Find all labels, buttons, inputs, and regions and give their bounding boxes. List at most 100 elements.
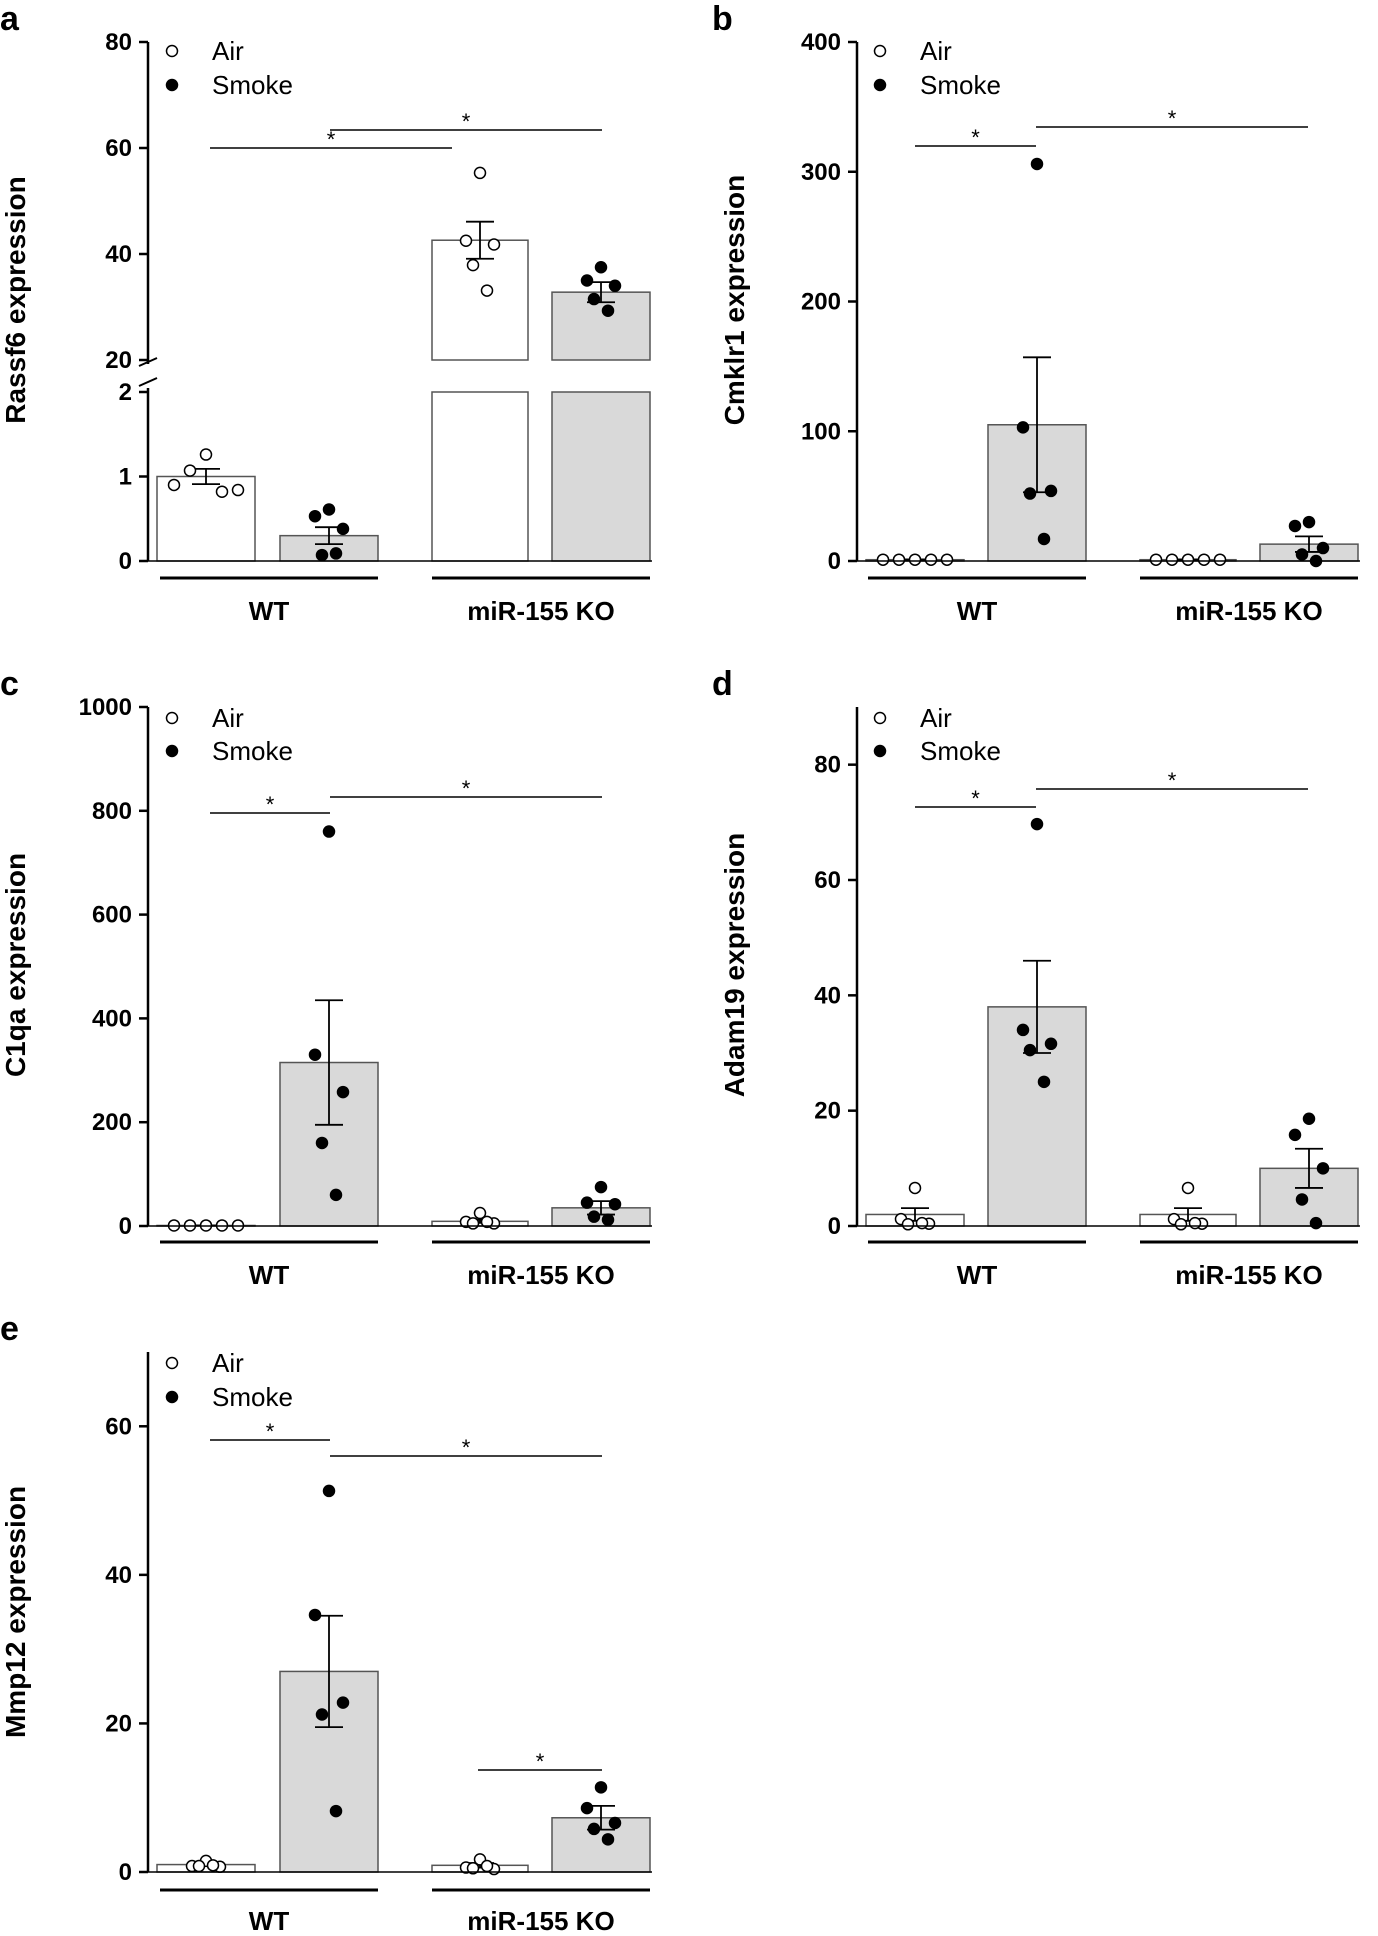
data-point-smoke xyxy=(580,1801,594,1815)
bar-smoke xyxy=(551,391,651,562)
data-point-smoke xyxy=(1295,548,1309,561)
data-point-smoke xyxy=(1302,1112,1316,1125)
data-point-air xyxy=(1181,553,1195,566)
data-point-smoke xyxy=(329,547,343,560)
data-point-smoke xyxy=(336,1085,350,1099)
data-point-air xyxy=(466,258,480,272)
data-point-smoke xyxy=(1030,817,1044,831)
data-point-air xyxy=(1174,1218,1188,1231)
data-point-air xyxy=(167,478,181,492)
legend-label-smoke: Smoke xyxy=(920,736,1001,766)
y-tick-label: 2 xyxy=(119,379,132,406)
data-point-smoke xyxy=(1288,519,1302,533)
data-point-smoke xyxy=(336,522,350,536)
data-point-smoke xyxy=(1023,487,1037,500)
y-tick-label: 60 xyxy=(105,135,132,162)
data-point-air xyxy=(473,1206,487,1220)
data-point-air xyxy=(901,1218,915,1231)
data-point-smoke xyxy=(315,1708,329,1721)
data-point-air xyxy=(473,166,487,180)
data-point-air xyxy=(480,1859,494,1873)
significance-star: * xyxy=(266,1419,275,1444)
group-label: WT xyxy=(249,1906,290,1936)
y-tick-label: 0 xyxy=(119,1213,132,1240)
data-point-smoke xyxy=(1030,157,1044,171)
data-point-smoke xyxy=(1044,1037,1058,1051)
data-point-air xyxy=(206,1859,220,1872)
y-axis-label: Mmp12 expression xyxy=(0,1486,31,1738)
y-axis-label: Cmklr1 expression xyxy=(719,175,750,426)
data-point-smoke xyxy=(329,1188,343,1202)
legend-marker-smoke xyxy=(165,744,179,758)
data-point-air xyxy=(915,1216,929,1230)
y-tick-label: 40 xyxy=(105,1562,132,1589)
group-label: miR-155 KO xyxy=(1175,596,1322,626)
data-point-smoke xyxy=(308,1048,322,1061)
data-point-smoke xyxy=(1316,1162,1330,1175)
y-tick-label: 600 xyxy=(92,902,132,929)
significance-star: * xyxy=(327,127,336,152)
group-label: miR-155 KO xyxy=(467,1260,614,1290)
y-axis-label: Adam19 expression xyxy=(719,833,750,1098)
data-point-smoke xyxy=(322,503,336,516)
axis-break-gap xyxy=(430,361,530,391)
data-point-smoke xyxy=(336,1696,350,1709)
data-point-smoke xyxy=(608,279,622,293)
data-point-smoke xyxy=(601,1833,615,1846)
legend-marker-smoke xyxy=(873,78,887,92)
data-point-air xyxy=(1149,553,1163,566)
significance-star: * xyxy=(971,786,980,811)
significance-star: * xyxy=(462,1435,471,1460)
y-tick-label: 0 xyxy=(828,1213,841,1240)
significance-star: * xyxy=(1168,106,1177,131)
group-label: WT xyxy=(957,1260,998,1290)
chart-panel-a: a Rassf6 expression 0 1 2 20 40 60 80 WT miR-155 K… xyxy=(0,0,652,626)
y-tick-label: 40 xyxy=(105,241,132,268)
panel-letter: e xyxy=(0,1310,19,1348)
legend-label-smoke: Smoke xyxy=(212,70,293,100)
legend-label-air: Air xyxy=(920,36,952,66)
y-tick-label: 400 xyxy=(801,29,841,56)
data-point-smoke xyxy=(594,1180,608,1194)
data-point-air xyxy=(215,485,229,498)
bar-smoke xyxy=(551,291,651,361)
legend-marker-air xyxy=(873,711,887,725)
y-tick-label: 80 xyxy=(814,752,841,779)
significance-star: * xyxy=(1168,768,1177,793)
y-tick-label: 1 xyxy=(119,464,132,491)
legend-label-air: Air xyxy=(212,703,244,733)
y-tick-label: 20 xyxy=(105,347,132,374)
legend-label-air: Air xyxy=(212,36,244,66)
y-tick-label: 200 xyxy=(92,1109,132,1136)
legend-label-smoke: Smoke xyxy=(920,70,1001,100)
y-tick-label: 200 xyxy=(801,289,841,316)
y-tick-label: 0 xyxy=(119,1859,132,1886)
chart-panel-d: d Adam19 expression 0 20 40 60 80 WT miR-155 KO A… xyxy=(712,665,1360,1290)
significance-star: * xyxy=(971,125,980,150)
chart-panel-c: c C1qa expression 0 200 400 600 800 1000 WT miR-1… xyxy=(0,665,652,1290)
group-label: WT xyxy=(249,1260,290,1290)
data-point-smoke xyxy=(587,1822,601,1836)
data-point-smoke xyxy=(308,509,322,523)
data-point-smoke xyxy=(1288,1128,1302,1142)
group-label: WT xyxy=(249,596,290,626)
data-point-smoke xyxy=(1037,532,1051,546)
data-point-smoke xyxy=(1023,1043,1037,1057)
data-point-air xyxy=(183,464,197,477)
legend-label-smoke: Smoke xyxy=(212,1382,293,1412)
data-point-smoke xyxy=(315,548,329,562)
y-axis-label: C1qa expression xyxy=(0,853,31,1077)
axis-break-mark xyxy=(138,377,158,387)
panel-letter: a xyxy=(0,0,20,38)
axis-break-gap xyxy=(550,361,652,391)
y-tick-label: 800 xyxy=(92,798,132,825)
chart-panel-e: e Mmp12 expression 0 20 40 60 WT miR-155 KO Air S… xyxy=(0,1310,652,1936)
group-label: miR-155 KO xyxy=(467,1906,614,1936)
data-point-air xyxy=(876,553,890,566)
data-point-air xyxy=(199,448,213,461)
y-tick-label: 60 xyxy=(814,867,841,894)
data-point-air xyxy=(940,553,954,566)
data-point-smoke xyxy=(594,1781,608,1794)
significance-star: * xyxy=(266,792,275,817)
